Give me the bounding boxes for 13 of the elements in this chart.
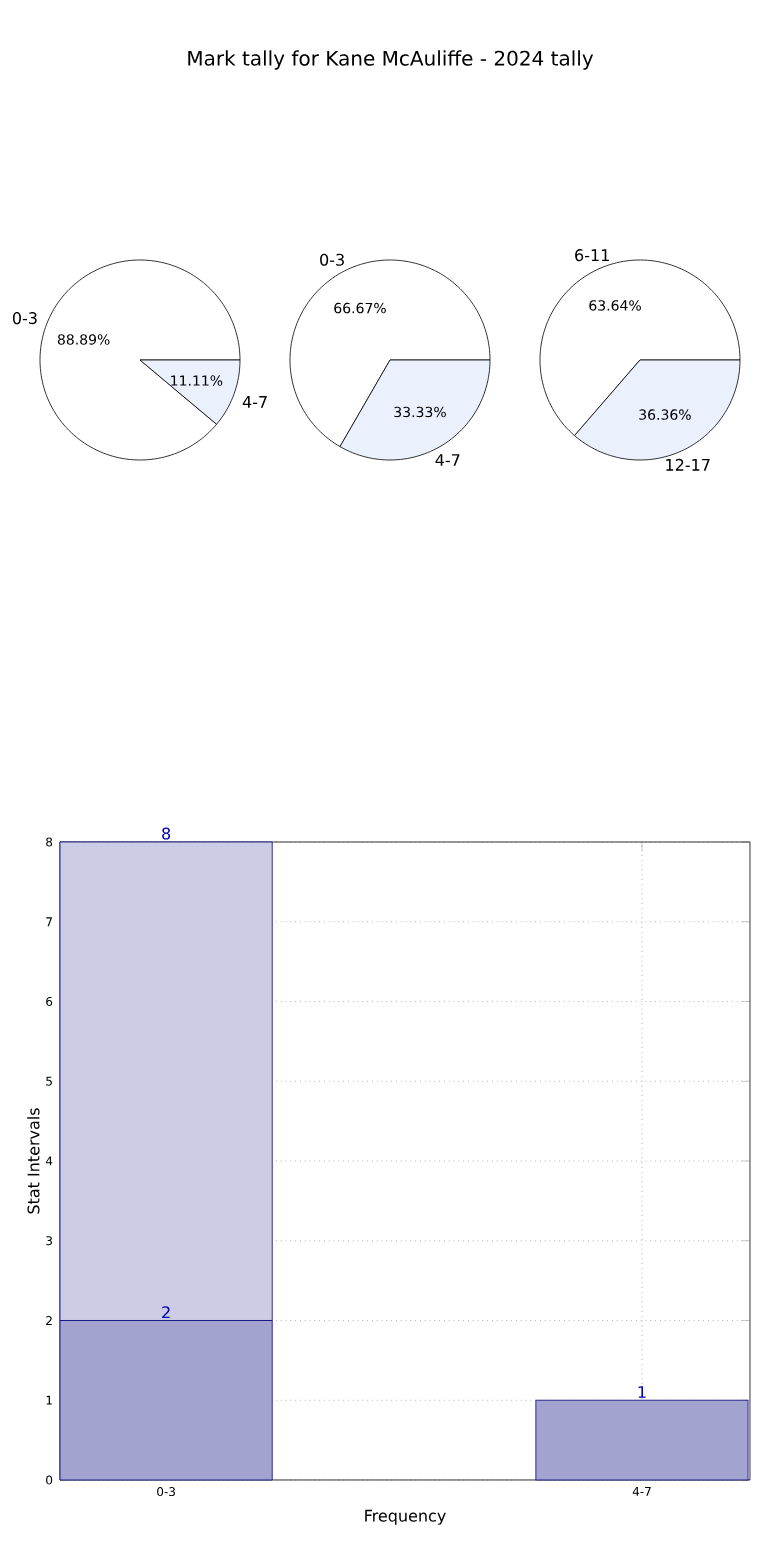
data-label: 2 (162, 1306, 170, 1319)
text: Mark tally for Kane McAuliffe - 2024 tally (188, 50, 594, 70)
bar (535, 1399, 749, 1481)
slice-label: 12-17 (666, 458, 710, 471)
slice-label: 0-3 (320, 253, 344, 266)
slice-label: 0-3 (12, 312, 37, 325)
slice-label: 4-7 (242, 396, 267, 408)
slice-label: 4-7 (435, 454, 460, 466)
data-label: 1 (638, 1386, 646, 1398)
x-axis-title: Frequency (365, 1509, 446, 1525)
slice-label: 6-11 (575, 249, 609, 262)
y-axis-title: Stat Intervals (27, 1108, 40, 1214)
total-label: 8 (162, 827, 171, 840)
